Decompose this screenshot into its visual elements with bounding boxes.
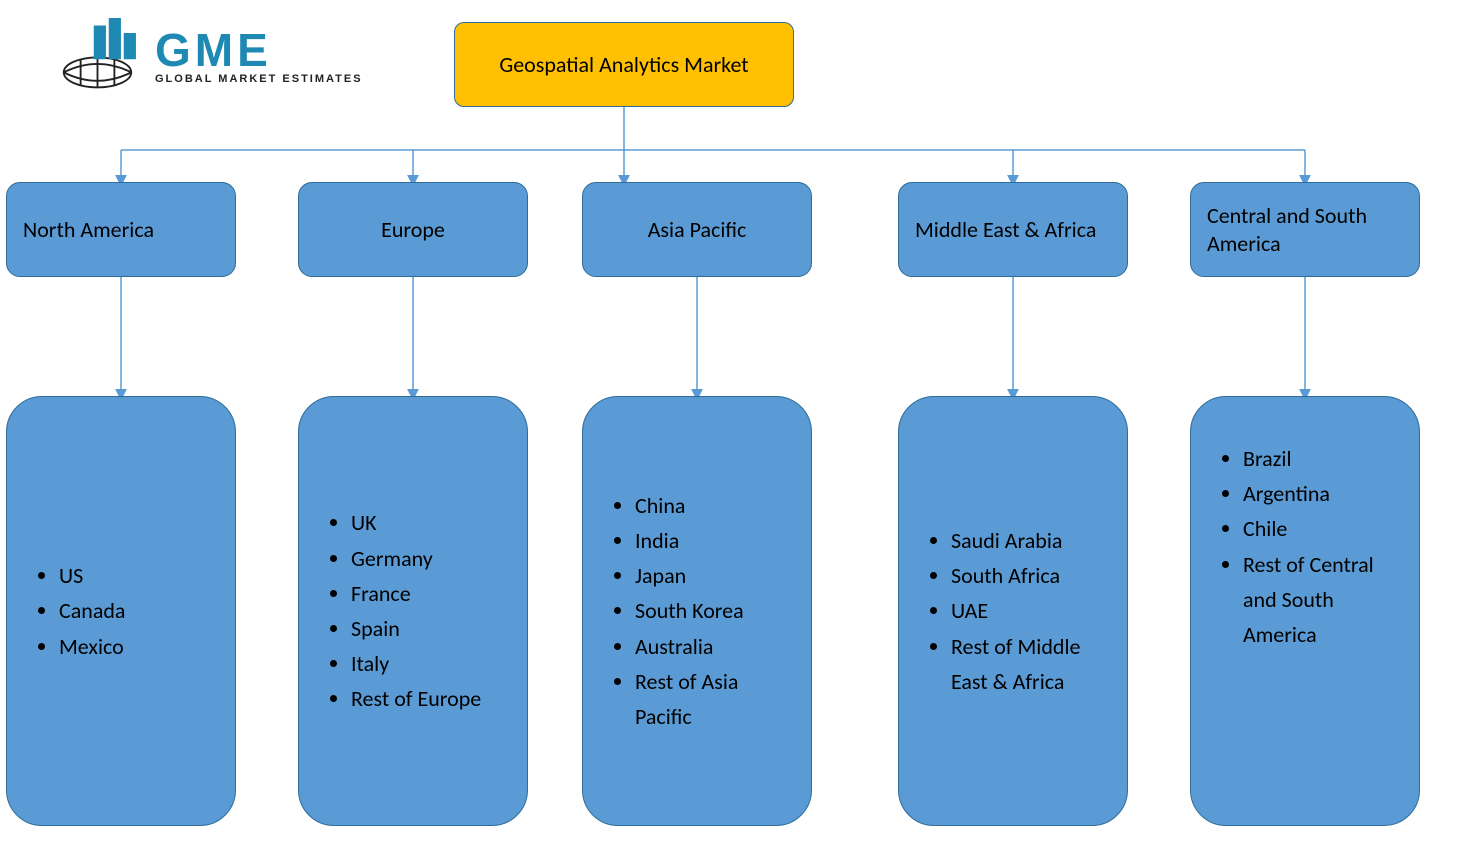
list-item: Rest of Middle East & Africa	[951, 629, 1103, 699]
list-item: UAE	[951, 593, 1103, 628]
list-item: Argentina	[1243, 476, 1395, 511]
region-label: North America	[23, 216, 154, 244]
region-node-mea: Middle East & Africa	[898, 182, 1128, 277]
items-node-mea: Saudi Arabia South Africa UAE Rest of Mi…	[898, 396, 1128, 826]
list-item: South Korea	[635, 593, 787, 628]
items-list-ap: China India Japan South Korea Australia …	[607, 488, 787, 734]
gme-logo-icon	[50, 18, 145, 93]
region-node-na: North America	[6, 182, 236, 277]
list-item: Italy	[351, 646, 481, 681]
items-list-na: US Canada Mexico	[31, 558, 125, 664]
list-item: China	[635, 488, 787, 523]
root-node: Geospatial Analytics Market	[454, 22, 794, 107]
list-item: Rest of Europe	[351, 681, 481, 716]
list-item: Japan	[635, 558, 787, 593]
items-node-csa: Brazil Argentina Chile Rest of Central a…	[1190, 396, 1420, 826]
list-item: South Africa	[951, 558, 1103, 593]
list-item: Rest of Asia Pacific	[635, 664, 787, 734]
items-list-mea: Saudi Arabia South Africa UAE Rest of Mi…	[923, 523, 1103, 699]
list-item: Canada	[59, 593, 125, 628]
items-node-eu: UK Germany France Spain Italy Rest of Eu…	[298, 396, 528, 826]
list-item: Saudi Arabia	[951, 523, 1103, 558]
region-label: Central and South America	[1207, 202, 1403, 257]
list-item: France	[351, 576, 481, 611]
list-item: Brazil	[1243, 441, 1395, 476]
region-label: Asia Pacific	[648, 216, 747, 244]
list-item: Rest of Central and South America	[1243, 547, 1395, 653]
items-list-csa: Brazil Argentina Chile Rest of Central a…	[1215, 441, 1395, 652]
gme-logo: GME GLOBAL MARKET ESTIMATES	[50, 18, 363, 93]
list-item: Spain	[351, 611, 481, 646]
region-node-eu: Europe	[298, 182, 528, 277]
logo-subtitle: GLOBAL MARKET ESTIMATES	[155, 73, 363, 85]
list-item: US	[59, 558, 125, 593]
items-list-eu: UK Germany France Spain Italy Rest of Eu…	[323, 505, 481, 716]
region-node-csa: Central and South America	[1190, 182, 1420, 277]
region-label: Europe	[381, 216, 445, 244]
logo-gme-text: GME	[155, 27, 363, 73]
gme-logo-text: GME GLOBAL MARKET ESTIMATES	[155, 27, 363, 85]
list-item: Mexico	[59, 629, 125, 664]
list-item: India	[635, 523, 787, 558]
list-item: Chile	[1243, 511, 1395, 546]
region-label: Middle East & Africa	[915, 216, 1096, 244]
list-item: Germany	[351, 541, 481, 576]
list-item: Australia	[635, 629, 787, 664]
items-node-na: US Canada Mexico	[6, 396, 236, 826]
root-label: Geospatial Analytics Market	[499, 51, 748, 79]
region-node-ap: Asia Pacific	[582, 182, 812, 277]
list-item: UK	[351, 505, 481, 540]
items-node-ap: China India Japan South Korea Australia …	[582, 396, 812, 826]
